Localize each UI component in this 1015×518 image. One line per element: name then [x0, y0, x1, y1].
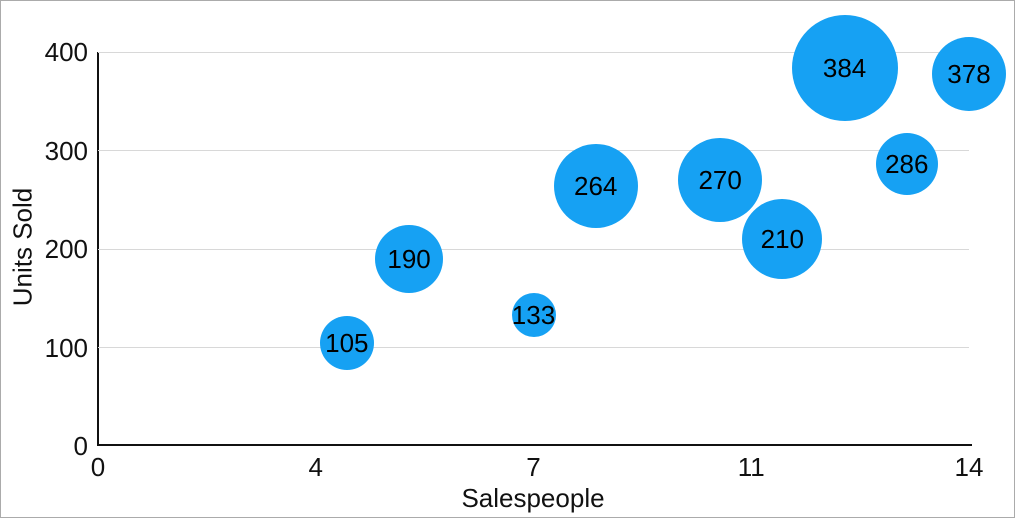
x-tick-label: 0	[90, 452, 106, 482]
x-tick-label: 7	[526, 452, 541, 482]
bubble[interactable]: 378	[932, 36, 1006, 111]
y-tick-label: 0	[73, 431, 88, 461]
y-axis-title: Units Sold	[7, 187, 38, 307]
bubble[interactable]: 133	[511, 292, 556, 337]
bubble-label: 133	[511, 299, 556, 330]
bubble-label: 210	[760, 224, 805, 255]
gridline	[98, 347, 969, 348]
bubble[interactable]: 105	[319, 315, 374, 370]
bubble-label: 384	[822, 52, 867, 83]
bubble[interactable]: 190	[375, 224, 444, 293]
y-tick-label: 400	[44, 37, 88, 67]
bubble[interactable]: 384	[791, 14, 898, 121]
x-axis-line	[97, 444, 972, 446]
gridline	[98, 150, 969, 151]
y-tick-label: 200	[44, 234, 88, 264]
bubble-label: 378	[947, 58, 991, 89]
bubble-label: 190	[387, 243, 431, 274]
bubble[interactable]: 210	[742, 199, 823, 280]
x-tick-label: 4	[308, 452, 323, 482]
gridline	[98, 51, 969, 53]
y-tick-label: 300	[44, 135, 88, 166]
gridline	[98, 248, 969, 250]
bubble-label: 270	[698, 165, 742, 196]
x-axis-title: Salespeople	[461, 483, 605, 513]
bubble-label: 105	[325, 327, 369, 358]
y-tick-label: 100	[44, 332, 88, 363]
x-tick-label: 11	[737, 452, 765, 482]
bubble[interactable]: 264	[553, 143, 638, 228]
x-tick-label: 14	[954, 452, 984, 482]
bubble-label: 264	[574, 170, 618, 201]
bubble[interactable]: 270	[678, 138, 763, 223]
bubble-label: 286	[885, 149, 929, 180]
bubble[interactable]: 286	[875, 133, 938, 196]
